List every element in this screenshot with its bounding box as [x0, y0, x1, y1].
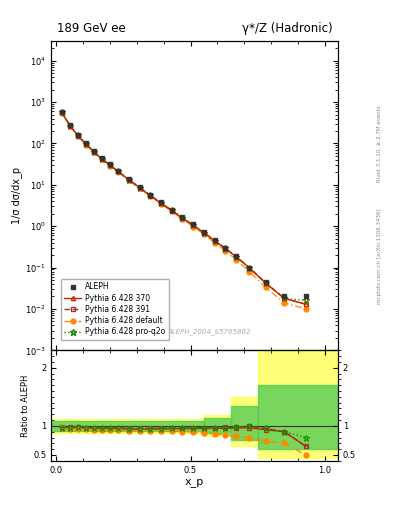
Text: ALEPH_2004_S5765862: ALEPH_2004_S5765862	[167, 328, 251, 335]
Text: 189 GeV ee: 189 GeV ee	[57, 22, 126, 35]
X-axis label: x_p: x_p	[185, 477, 204, 487]
Y-axis label: 1/σ dσ/dx_p: 1/σ dσ/dx_p	[11, 167, 22, 224]
Text: γ*/Z (Hadronic): γ*/Z (Hadronic)	[242, 22, 332, 35]
Text: Rivet 3.1.10, ≥ 2.7M events: Rivet 3.1.10, ≥ 2.7M events	[377, 105, 382, 182]
Text: mcplots.cern.ch [arXiv:1306.3436]: mcplots.cern.ch [arXiv:1306.3436]	[377, 208, 382, 304]
Legend: ALEPH, Pythia 6.428 370, Pythia 6.428 391, Pythia 6.428 default, Pythia 6.428 pr: ALEPH, Pythia 6.428 370, Pythia 6.428 39…	[61, 279, 169, 340]
Y-axis label: Ratio to ALEPH: Ratio to ALEPH	[21, 374, 30, 437]
